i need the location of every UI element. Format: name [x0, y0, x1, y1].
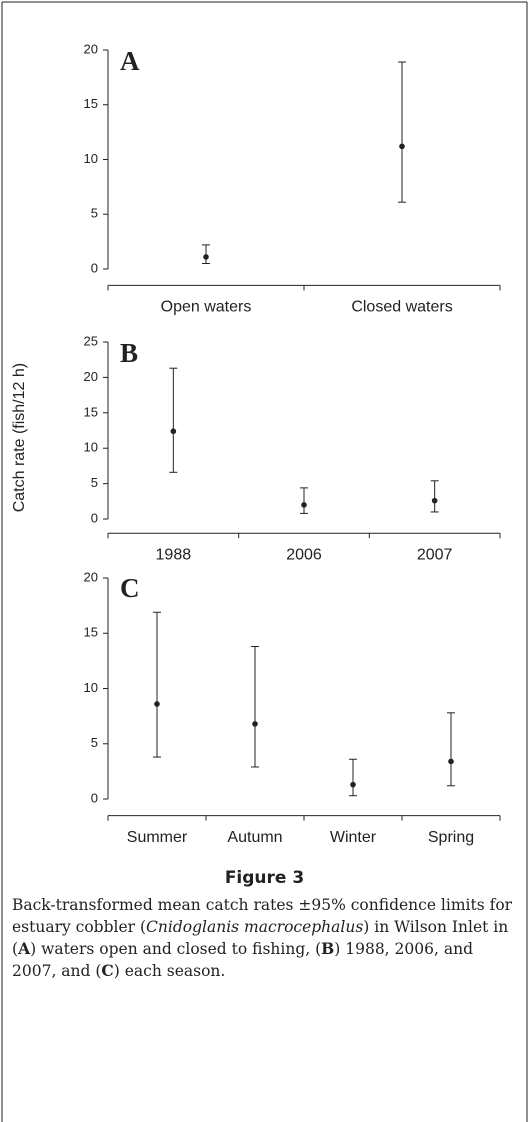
caption-text: ) waters open and closed to fishing, (	[30, 940, 322, 958]
caption-panel: B	[321, 939, 335, 958]
y-tick-label: 10	[84, 680, 98, 695]
y-tick-label: 20	[84, 41, 98, 56]
y-axis-label: Catch rate (fish/12 h)	[11, 363, 28, 512]
mean-point	[350, 781, 356, 788]
x-tick-label: 1988	[156, 546, 192, 563]
y-tick-label: 20	[84, 369, 98, 384]
mean-point	[431, 497, 438, 504]
y-tick-label: 25	[84, 333, 98, 348]
mean-point	[170, 428, 177, 435]
y-tick-label: 5	[91, 735, 98, 750]
mean-point	[448, 758, 454, 765]
x-tick-label: Open waters	[161, 299, 252, 316]
y-tick-label: 20	[84, 569, 98, 584]
x-tick-label: Winter	[330, 829, 377, 846]
caption-panel: A	[18, 939, 31, 958]
caption-text: ) 1988, 2006, and 2007, and (	[12, 940, 473, 980]
y-tick-label: 0	[91, 510, 98, 525]
mean-point	[154, 701, 160, 707]
caption-text: ) in Wilson Inlet in (	[12, 918, 509, 958]
mean-point	[252, 721, 258, 727]
x-tick-label: 2007	[417, 546, 453, 563]
caption-species: Cnidoglanis macrocephalus	[146, 918, 364, 936]
caption-panel: C	[101, 961, 114, 980]
y-tick-label: 5	[91, 206, 98, 221]
y-tick-label: 0	[91, 790, 98, 805]
x-tick-label: Closed waters	[351, 299, 452, 316]
caption-text: Back-transformed mean catch rates ±95% c…	[12, 896, 513, 936]
panel-label: C	[120, 573, 140, 603]
y-tick-label: 15	[84, 96, 98, 111]
y-tick-label: 5	[91, 475, 98, 490]
x-tick-label: Autumn	[227, 829, 282, 846]
y-tick-label: 15	[84, 404, 98, 419]
figure-title: Figure 3	[224, 868, 305, 888]
x-tick-label: Summer	[127, 829, 188, 846]
mean-point	[203, 254, 209, 260]
y-tick-label: 15	[84, 625, 98, 640]
mean-point	[399, 143, 405, 150]
y-tick-label: 10	[84, 151, 98, 166]
caption-text: ) each season.	[113, 962, 226, 980]
x-tick-label: Spring	[428, 829, 474, 846]
panel-label: A	[120, 46, 140, 76]
y-tick-label: 10	[84, 440, 98, 455]
caption: Back-transformed mean catch rates ±95% c…	[12, 894, 517, 982]
y-tick-label: 0	[91, 260, 98, 275]
panel-label: B	[120, 338, 138, 368]
mean-point	[301, 502, 307, 508]
x-tick-label: 2006	[286, 546, 322, 563]
